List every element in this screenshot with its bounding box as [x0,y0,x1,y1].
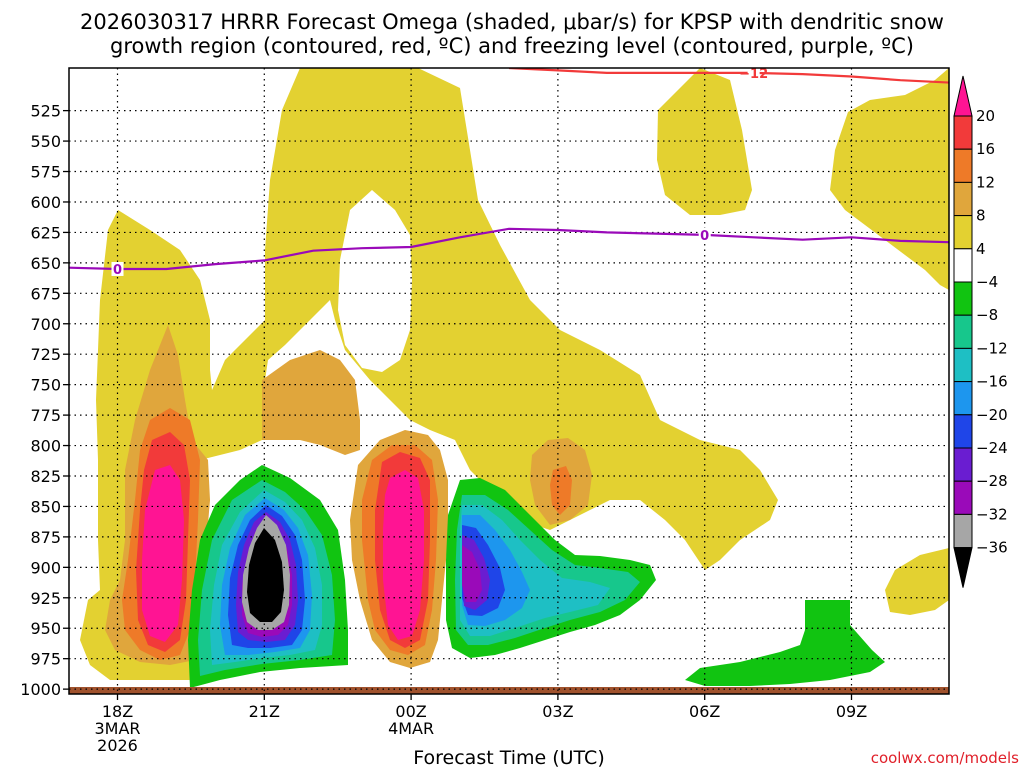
y-tick-label-975: 975 [30,650,61,669]
omega-region-tan [262,350,360,455]
colorbar-label-5: −4 [976,273,998,291]
omega-region-yellow-right [657,68,752,215]
colorbar-label-8: −16 [976,373,1008,391]
x-tick-label-18-0: 18Z [102,702,133,721]
colorbar-swatch-4 [953,215,973,250]
dgz-contour-label-bg-0 [747,65,760,80]
freezing-level-contour-label-0: 0 [113,263,122,278]
x-tick-label-24-0: 00Z [395,702,426,721]
y-tick-label-850: 850 [30,497,61,516]
colorbar-label-6: −8 [976,306,998,324]
freezing-level-contour-label-bg-1 [698,227,711,242]
dgz-contour-line [508,68,949,84]
y-tick-label-625: 625 [30,223,61,242]
plot-frame [68,67,950,695]
omega-region-pink [383,470,424,640]
colorbar-swatch-6 [953,281,973,316]
x-tick-label-27-0: 03Z [542,702,573,721]
y-tick-label-525: 525 [30,102,61,121]
colorbar-swatch-5 [953,248,973,283]
colorbar-swatch-12 [953,480,973,515]
x-tick-label-21-0: 21Z [249,702,280,721]
colorbar-swatch-2 [953,148,973,183]
y-tick-label-1000: 1000 [20,680,61,699]
colorbar-swatch-8 [953,347,973,383]
contour-lines: 0 0 −12 [69,65,949,278]
y-tick-label-575: 575 [30,163,61,182]
colorbar-swatch-1 [953,115,973,150]
omega-region-neutral [338,190,412,372]
colorbar-label-3: 8 [976,207,986,225]
y-tick-label-825: 825 [30,467,61,486]
y-tick-label-550: 550 [30,132,61,151]
y-tick-label-950: 950 [30,619,61,638]
colorbar-label-9: −20 [976,406,1008,424]
freezing-level-contour-line [69,227,949,271]
colorbar-swatch-11 [953,447,973,482]
colorbar-top-arrow [953,75,973,117]
omega-region-magenta [462,545,482,602]
x-tick-label-24-1: 4MAR [388,719,434,738]
chart-title-line2: growth region (contoured, red, ºC) and f… [110,34,914,58]
colorbar-bottom-arrow [953,547,973,588]
omega-region-black [247,528,284,622]
x-tick-label-18-2: 2026 [97,736,138,755]
y-tick-label-600: 600 [30,193,61,212]
colorbar: 20 16 12 8 4 −4 −8 −12 −16 −20 −24 −28 −32 −36 [953,75,1008,588]
freezing-level-contour-label-1: 0 [700,229,709,244]
omega-region-orange [550,466,572,515]
y-tick-label-750: 750 [30,376,61,395]
colorbar-swatch-3 [953,181,973,217]
colorbar-swatch-7 [953,314,973,349]
source-credit: coolwx.com/models [871,749,1019,767]
y-tick-label-775: 775 [30,406,61,425]
x-tick-label-33-0: 09Z [836,702,867,721]
y-tick-label-675: 675 [30,284,61,303]
y-tick-label-925: 925 [30,589,61,608]
colorbar-label-7: −12 [976,339,1008,357]
colorbar-label-4: 4 [976,240,986,258]
dgz-contour-label-0: −12 [739,67,768,82]
chart-title-line1: 2026030317 HRRR Forecast Omega (shaded, … [80,10,944,34]
omega-shading [69,68,949,694]
pressure-gridlines [69,68,949,694]
colorbar-label-11: −28 [976,472,1008,490]
colorbar-label-12: −32 [976,505,1008,523]
colorbar-swatch-13 [953,513,973,549]
omega-region-green-lower-right [685,600,885,686]
colorbar-label-13: −36 [976,539,1008,557]
y-tick-label-800: 800 [30,437,61,456]
x-tick-label-30-0: 06Z [689,702,720,721]
colorbar-label-0: 20 [976,107,995,125]
y-tick-label-650: 650 [30,254,61,273]
omega-region-yellow-lower-right [885,548,949,615]
y-tick-label-700: 700 [30,315,61,334]
colorbar-label-2: 12 [976,173,995,191]
omega-region-yellow-far-right [830,68,949,290]
pressure-axis: 525 550 575 600 625 650 675 700 725 750 775 800 825 8… [20,102,69,699]
omega-region-yellow [80,68,778,680]
colorbar-swatch-9 [953,381,973,416]
colorbar-label-1: 16 [976,140,995,158]
freezing-level-contour-label-bg-0 [111,261,124,276]
x-tick-label-18-1: 3MAR [94,719,140,738]
colorbar-swatch-10 [953,414,973,449]
colorbar-label-10: −24 [976,439,1008,457]
y-tick-label-900: 900 [30,558,61,577]
y-tick-label-725: 725 [30,345,61,364]
y-tick-label-875: 875 [30,528,61,547]
x-axis-title: Forecast Time (UTC) [413,747,604,768]
ground-strip [69,687,949,694]
